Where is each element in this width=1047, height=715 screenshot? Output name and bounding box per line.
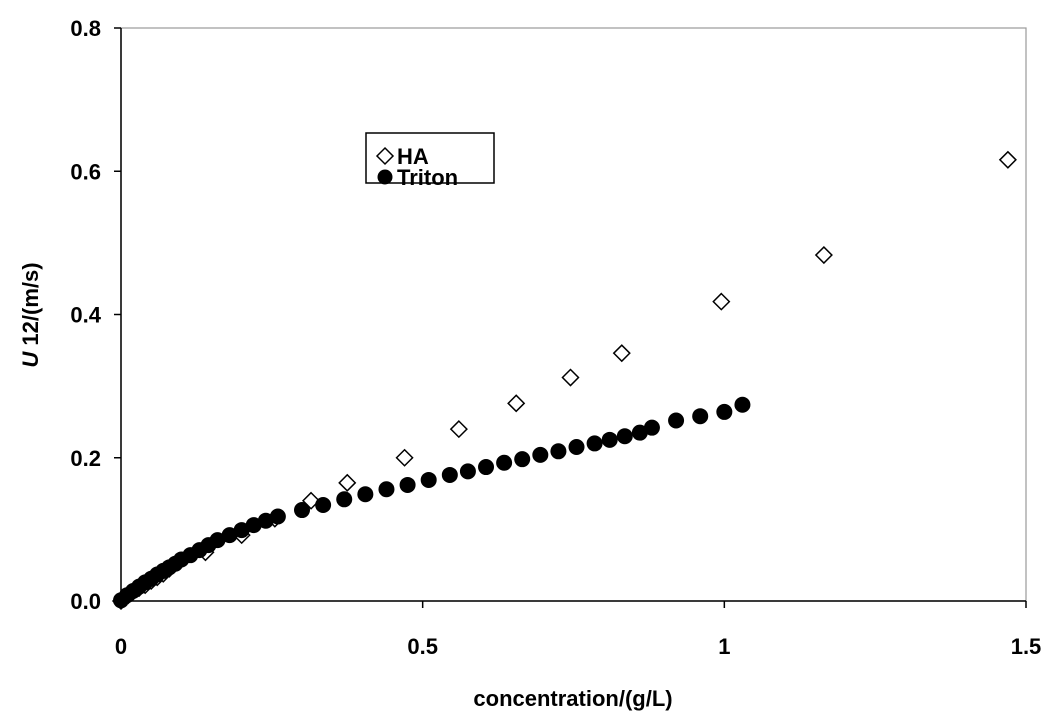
y-tick-label: 0.0	[70, 589, 101, 614]
data-point-triton	[716, 403, 733, 420]
x-tick-label: 0.5	[407, 634, 438, 659]
data-point-triton	[399, 476, 416, 493]
y-axis-title: U 12/(m/s)	[18, 262, 43, 367]
data-point-triton	[221, 527, 238, 544]
y-axis-title-symbol: U	[18, 351, 43, 368]
data-point-triton	[378, 481, 395, 498]
data-point-ha	[814, 245, 833, 265]
x-axis-ticks: 0 0.5 1 1.5	[115, 601, 1041, 659]
data-point-triton	[245, 517, 262, 534]
data-point-ha	[507, 394, 526, 413]
legend-label-triton: Triton	[397, 165, 458, 190]
data-point-triton	[568, 439, 585, 456]
data-point-triton	[420, 471, 437, 488]
y-tick-label: 0.4	[70, 303, 101, 328]
series-ha	[111, 150, 1017, 611]
data-point-triton	[478, 459, 495, 476]
y-axis-ticks: 0.0 0.2 0.4 0.6 0.8	[70, 16, 121, 614]
y-tick-label: 0.2	[70, 446, 101, 471]
data-point-triton	[336, 491, 353, 508]
legend: HA Triton	[365, 132, 495, 190]
data-point-ha	[612, 344, 631, 363]
data-point-triton	[257, 512, 274, 529]
x-tick-label: 1.5	[1011, 634, 1042, 659]
data-point-ha	[998, 150, 1017, 169]
data-point-triton	[441, 466, 458, 483]
legend-diamond-marker-icon	[375, 146, 395, 166]
legend-label-ha: HA	[397, 144, 429, 169]
data-point-ha	[712, 292, 731, 311]
data-point-triton	[586, 435, 603, 452]
plot-area-frame	[120, 27, 1027, 602]
series-triton	[113, 396, 751, 609]
data-point-triton	[315, 497, 332, 514]
y-tick-label: 0.6	[70, 159, 101, 184]
data-point-triton	[496, 454, 513, 471]
data-point-ha	[561, 368, 580, 387]
data-point-triton	[514, 451, 531, 468]
data-point-triton	[532, 446, 549, 463]
x-axis-title: concentration/(g/L)	[473, 686, 672, 711]
y-axis-title-rest: 12/(m/s)	[18, 262, 43, 351]
data-series-layer	[111, 150, 1017, 611]
x-tick-label: 0	[115, 634, 127, 659]
data-point-triton	[616, 428, 633, 445]
data-point-ha	[395, 448, 414, 467]
legend-circle-marker-icon	[377, 169, 393, 185]
data-point-triton	[643, 419, 660, 436]
data-point-triton	[550, 443, 567, 460]
data-point-triton	[601, 431, 618, 448]
data-point-triton	[233, 522, 250, 539]
data-point-ha	[338, 473, 357, 492]
x-tick-label: 1	[718, 634, 730, 659]
data-point-triton	[269, 508, 286, 525]
data-point-triton	[734, 396, 751, 413]
data-point-triton	[631, 424, 648, 441]
data-point-triton	[668, 412, 685, 429]
data-point-ha	[449, 420, 468, 439]
data-point-triton	[459, 463, 476, 480]
data-point-triton	[294, 502, 310, 519]
data-point-triton	[357, 486, 374, 503]
data-point-triton	[692, 408, 709, 425]
data-point-triton	[209, 532, 226, 549]
y-tick-label: 0.8	[70, 16, 101, 41]
